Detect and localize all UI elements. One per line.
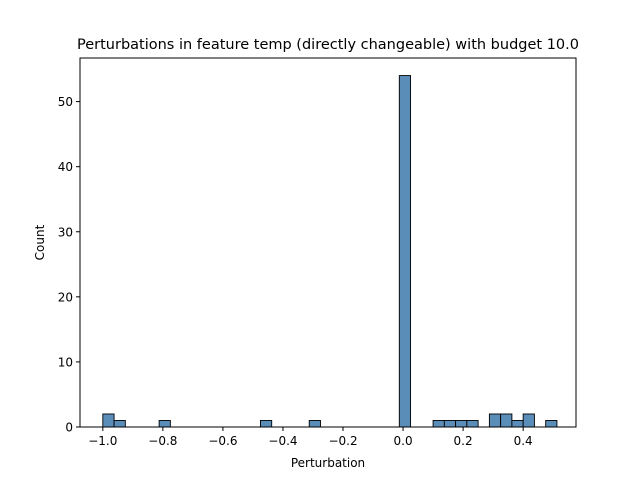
y-axis-label: Count (33, 224, 47, 260)
bars-group (102, 75, 558, 428)
histogram-bar-14 (545, 420, 558, 428)
x-tick-label: −0.4 (268, 434, 297, 448)
x-tick-label: −1.0 (88, 434, 117, 448)
y-tick-label: 0 (65, 421, 73, 435)
histogram-bar-10 (488, 413, 502, 428)
chart-title: Perturbations in feature temp (directly … (77, 37, 579, 53)
x-tick-label: 0.0 (394, 434, 413, 448)
histogram-bar-2 (158, 420, 171, 428)
x-tick-label: −0.2 (328, 434, 357, 448)
histogram-bar-1 (113, 420, 126, 428)
x-tick-label: 0.4 (514, 434, 533, 448)
histogram-bar-6 (432, 420, 445, 428)
y-tick-label: 20 (58, 290, 73, 304)
histogram-bar-4 (308, 420, 321, 428)
x-tick-label: −0.6 (208, 434, 237, 448)
y-axis-ticks: 0 10 20 30 40 50 (58, 95, 80, 435)
y-tick-label: 50 (58, 95, 73, 109)
histogram-bar-7 (443, 420, 457, 428)
histogram-bar-5 (398, 75, 412, 428)
x-axis-ticks: −1.0 −0.8 −0.6 −0.4 −0.2 0.0 0.2 0.4 (88, 427, 533, 448)
histogram-bar-9 (466, 420, 479, 428)
histogram-bar-3 (259, 420, 273, 428)
histogram-bar-13 (522, 413, 535, 428)
plot-frame (79, 57, 577, 428)
x-tick-label: −0.8 (148, 434, 177, 448)
x-tick-label: 0.2 (454, 434, 473, 448)
histogram-bar-12 (511, 420, 524, 428)
y-tick-label: 40 (58, 160, 73, 174)
histogram-bar-8 (455, 420, 468, 428)
histogram-bar-11 (500, 413, 513, 428)
x-axis-label: Perturbation (291, 456, 365, 470)
histogram-bar-0 (102, 413, 115, 428)
y-tick-label: 10 (58, 355, 73, 369)
y-tick-label: 30 (58, 225, 73, 239)
